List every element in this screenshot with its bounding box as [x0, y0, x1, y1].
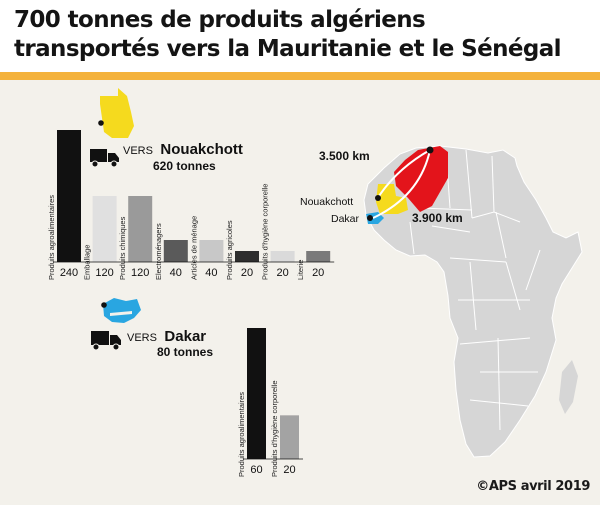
title-accent-rule — [0, 72, 600, 80]
truck-icon-nouakchott — [90, 149, 119, 168]
value-label: 20 — [283, 464, 295, 476]
route-algiers-dakar — [372, 149, 431, 219]
africa-map — [363, 145, 583, 458]
bar-0 — [57, 130, 81, 262]
value-label: 20 — [241, 267, 253, 279]
bar-4 — [199, 240, 224, 262]
algeria-shape — [394, 146, 448, 212]
gambia-notch — [110, 311, 132, 316]
bar-3 — [163, 240, 188, 262]
vers-label: VERS — [127, 332, 157, 344]
title-block: 700 tonnes de produits algériens transpo… — [0, 0, 600, 76]
value-label: 120 — [131, 267, 149, 279]
value-label: 120 — [95, 267, 113, 279]
bar-1 — [280, 415, 299, 459]
dakar-marker-icon — [101, 302, 107, 308]
country-borders — [409, 149, 541, 431]
value-label: 240 — [60, 267, 78, 279]
algiers-dot — [426, 146, 434, 154]
value-label: 20 — [312, 267, 324, 279]
destination-nouakchott-total: 620 tonnes — [153, 159, 216, 173]
distance-dakar-label: 3.900 km — [412, 211, 463, 225]
nouakchott-marker-icon — [98, 120, 104, 126]
category-label: Articles de ménage — [189, 216, 198, 280]
senegal-flag-icon — [103, 298, 141, 323]
category-label: Produits agroalimentaires — [237, 392, 246, 477]
bar-0 — [247, 328, 266, 459]
bar-7 — [306, 251, 331, 262]
bar-2 — [128, 196, 153, 262]
value-label: 20 — [276, 267, 288, 279]
value-label: 60 — [250, 464, 262, 476]
vers-label: VERS — [123, 145, 153, 157]
city-label-nouakchott: Nouakchott — [300, 196, 353, 208]
category-label: Produits d'hygiène corporelle — [261, 184, 270, 281]
destination-dakar-heading: VERS Dakar — [127, 328, 206, 345]
category-label: Electroménagers — [154, 223, 163, 280]
credit-label: ©APS avril 2019 — [476, 479, 590, 494]
mauritania-shape — [376, 184, 408, 214]
city-label-dakar: Dakar — [331, 213, 360, 225]
mauritania-flag-icon — [100, 88, 134, 138]
page-title: 700 tonnes de produits algériens transpo… — [14, 6, 562, 64]
destination-name: Nouakchott — [160, 141, 243, 158]
truck-icon-dakar — [91, 331, 121, 351]
destination-dakar-total: 80 tonnes — [157, 345, 213, 359]
route-algiers-nouakchott — [378, 149, 431, 197]
madagascar — [559, 360, 578, 414]
category-label: Produits agroalimentaires — [47, 195, 56, 280]
destination-nouakchott-heading: VERS Nouakchott — [123, 141, 243, 158]
category-label: Produits agricoles — [225, 220, 234, 280]
bar-5 — [235, 251, 259, 262]
nouakchott-dot — [375, 195, 381, 201]
bar-1 — [92, 196, 117, 262]
destination-name: Dakar — [164, 328, 206, 345]
dakar-dot — [367, 215, 373, 221]
chart-dakar: 60 Produits agroalimentaires 20 Produits d'… — [237, 328, 303, 477]
value-label: 40 — [170, 267, 182, 279]
distance-nouakchott-label: 3.500 km — [319, 149, 370, 163]
bar-6 — [270, 251, 295, 262]
category-label: Produits chimiques — [118, 216, 127, 280]
category-label: Literie — [296, 260, 305, 280]
title-line-2: transportés vers la Mauritanie et le Sén… — [14, 36, 562, 62]
title-line-1: 700 tonnes de produits algériens — [14, 7, 426, 33]
value-label: 40 — [205, 267, 217, 279]
category-label: Produits d'hygiène corporelle — [270, 381, 279, 478]
